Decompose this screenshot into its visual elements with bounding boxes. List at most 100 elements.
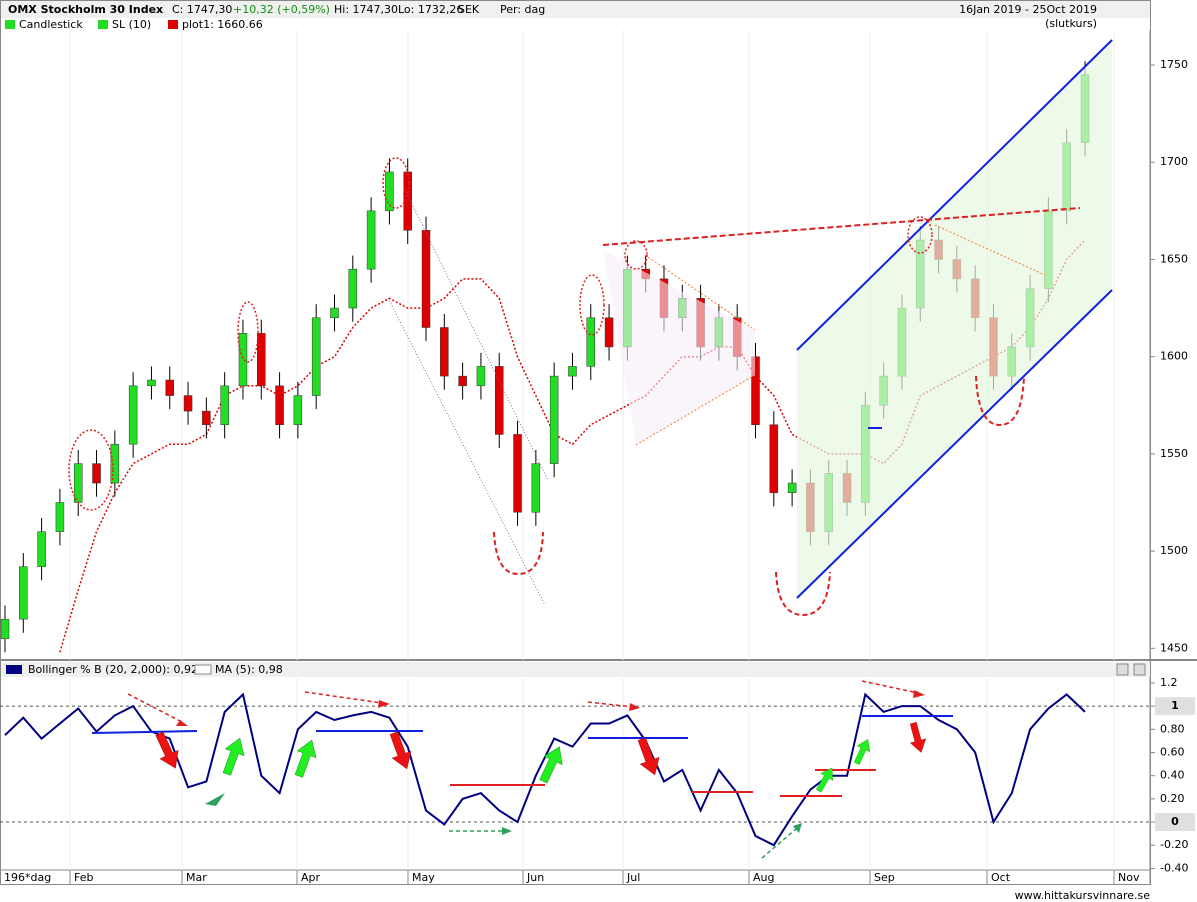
highlight-ellipse [382,157,410,209]
x-tick-label: Nov [1118,871,1140,884]
candle-body [147,379,156,387]
candle-body [421,230,431,328]
tick-box [1155,813,1195,832]
dashed-arrow [127,693,183,723]
panel-subtitle: MA (5): 0,98 [215,663,283,676]
x-tick-label: May [412,871,435,884]
triangle-line [934,224,1046,276]
channel-line [387,297,546,606]
legend-label: plot1: 1660.66 [182,18,263,31]
candle-body [513,434,522,513]
candle-body [604,317,614,348]
arrow-head [629,703,640,711]
candle-body [110,443,120,484]
panel-button[interactable] [1116,663,1129,676]
highlight-ellipse [579,274,605,336]
triangle-fill [603,250,755,445]
candle-body [330,307,339,319]
close: C: 1747,30 [172,3,232,16]
candle-body [183,395,193,412]
down-arrow [389,731,412,770]
trend-line [796,39,1113,351]
dashed-arrow [304,691,383,704]
arrow-head [793,823,802,833]
bottom-arc [975,375,1025,427]
candle-body [769,424,779,494]
candle-body [92,463,101,484]
trend-line [796,289,1113,599]
bottom-arc [493,531,544,576]
candle-body [549,375,559,464]
candle-body [586,317,596,367]
legend-swatch [98,20,108,29]
arrow-head [502,827,512,835]
highlight-ellipse [68,429,114,511]
down-arrow [155,731,179,769]
y-tick-label: -0.40 [1160,861,1188,874]
y-tick-label: 1750 [1160,58,1188,71]
candle-body [257,333,266,387]
arrow-head [205,793,225,806]
x-tick-label: Aug [753,871,774,884]
period-label: 196*dag [4,871,51,884]
tick-box [1155,697,1195,716]
candle-body [55,502,65,532]
candle-body [440,327,449,377]
highlight-ellipse [907,216,933,254]
legend-swatch [168,20,178,29]
resistance-line [602,207,1081,246]
panel-swatch [6,665,22,674]
up-arrow [816,767,834,793]
high: Hi: 1747,30 [334,3,398,16]
currency: SEK [458,3,480,16]
percent-b-line [4,692,1086,847]
arrow-head [176,720,188,726]
source: www.hittakursvinnare.se [1015,889,1151,902]
level-line [91,730,198,734]
triangle-line [635,374,756,446]
candle-body [275,385,284,425]
candle-body [751,356,760,425]
y-tick-label: 0.80 [1160,722,1185,735]
legend-label: Candlestick [19,18,83,31]
annotations [68,39,1113,859]
candle-body [366,210,376,270]
candle-body [348,268,358,309]
x-tick-label: Oct [991,871,1011,884]
y-tick-label: 1450 [1160,641,1188,654]
y-tick-label: 1 [1171,699,1179,712]
y-tick-label: 0.20 [1160,792,1185,805]
y-tick-label: 1.2 [1160,676,1178,689]
candle-body [458,375,467,387]
candle-body [37,531,46,567]
panel-title: Bollinger % B (20, 2,000): 0,92 [28,663,198,676]
x-tick-label: Apr [301,871,321,884]
y-tick-label: 1700 [1160,155,1188,168]
arrow-head [378,700,390,708]
bottom-arc [775,571,831,617]
candle-body [73,463,83,503]
stop-loss-line [59,239,1086,653]
legend-label: SL (10) [112,18,151,31]
x-tick-label: Mar [186,871,207,884]
candle-body [403,171,412,231]
date-range: 16Jan 2019 - 25Oct 2019 [959,3,1097,16]
title: OMX Stockholm 30 Index [8,3,163,16]
panel-button[interactable] [1133,663,1146,676]
up-arrow [294,739,317,778]
candle-body [19,566,28,620]
candle-body [293,395,303,425]
dashed-arrow [587,701,634,708]
y-tick-label: 1500 [1160,544,1188,557]
candle-body [568,366,577,377]
arrow-head [913,690,925,698]
dashed-arrow [761,828,797,859]
candle-body [385,171,394,212]
y-tick-label: 1650 [1160,252,1188,265]
candle-body [220,385,229,425]
up-arrow [222,737,245,776]
y-tick-label: 0.40 [1160,769,1185,782]
low: Lo: 1732,26 [398,3,463,16]
